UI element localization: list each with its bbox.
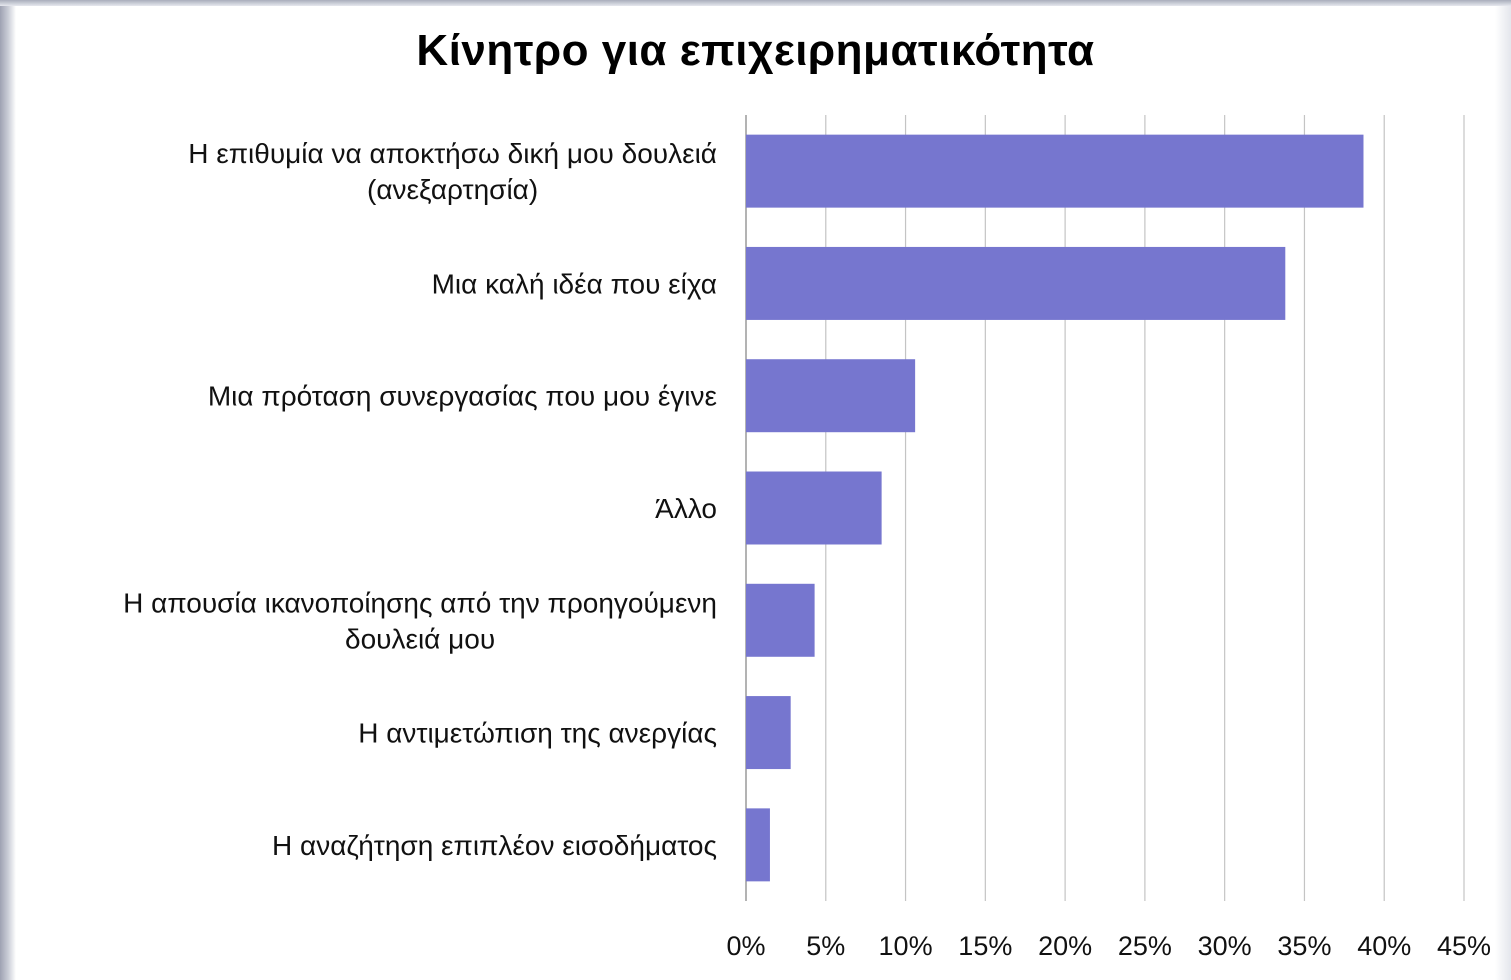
category-label: Η αντιμετώπιση της ανεργίας <box>358 718 717 749</box>
bar <box>746 246 1286 320</box>
bar <box>746 359 916 433</box>
bar <box>746 134 1364 208</box>
gridlines <box>745 115 1465 901</box>
category-label: δουλειά μου <box>345 623 495 654</box>
bars <box>746 134 1364 882</box>
category-label: Η επιθυμία να αποκτήσω δική μου δουλειά <box>188 138 717 169</box>
category-label: Μια καλή ιδέα που είχα <box>432 268 717 299</box>
x-tick-label: 10% <box>879 931 933 961</box>
category-label: Μια πρόταση συνεργασίας που μου έγινε <box>208 381 717 412</box>
x-tick-label: 20% <box>1038 931 1092 961</box>
category-labels: Η επιθυμία να αποκτήσω δική μου δουλειά (… <box>123 138 717 861</box>
category-label: Η απουσία ικανοποίησης από την προηγούμε… <box>123 587 717 618</box>
x-tick-label: 40% <box>1357 931 1411 961</box>
bar <box>746 808 770 882</box>
category-label: Άλλο <box>655 493 717 524</box>
bar <box>746 696 791 770</box>
chart-title: Κίνητρο για επιχειρηματικότητα <box>416 26 1095 75</box>
category-label: (ανεξαρτησία) <box>367 174 538 205</box>
x-tick-label: 15% <box>958 931 1012 961</box>
x-tick-label: 0% <box>726 931 765 961</box>
x-tick-label: 5% <box>806 931 845 961</box>
x-tick-labels: 0% 5% 10% 15% 20% 25% 30% 35% 40% 45% <box>726 931 1491 961</box>
top-border <box>0 0 1511 6</box>
x-tick-label: 45% <box>1437 931 1491 961</box>
x-tick-label: 25% <box>1118 931 1172 961</box>
x-tick-label: 35% <box>1277 931 1331 961</box>
bar <box>746 583 815 657</box>
x-tick-label: 30% <box>1198 931 1252 961</box>
category-label: Η αναζήτηση επιπλέον εισοδήματος <box>272 830 717 861</box>
bar <box>746 471 882 545</box>
